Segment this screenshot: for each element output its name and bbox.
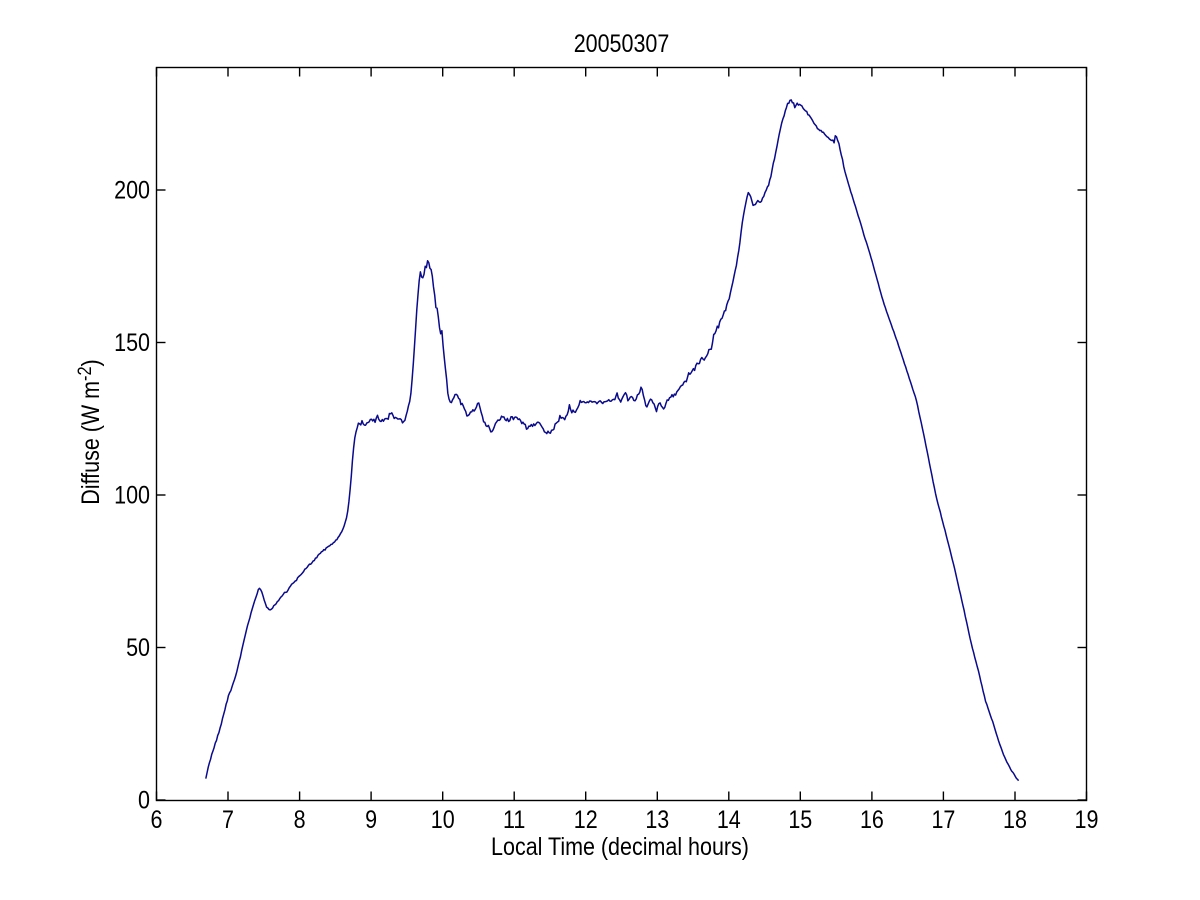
svg-text:Diffuse (W m-2): Diffuse (W m-2) — [74, 359, 105, 504]
svg-text:17: 17 — [931, 805, 955, 833]
svg-text:200: 200 — [114, 176, 150, 204]
svg-text:18: 18 — [1003, 805, 1027, 833]
svg-text:150: 150 — [114, 329, 150, 357]
svg-text:12: 12 — [574, 805, 598, 833]
svg-text:Local Time (decimal hours): Local Time (decimal hours) — [491, 832, 749, 860]
svg-text:50: 50 — [126, 634, 150, 662]
svg-text:13: 13 — [645, 805, 669, 833]
svg-text:11: 11 — [503, 805, 525, 833]
svg-text:8: 8 — [294, 805, 306, 833]
svg-text:100: 100 — [114, 481, 150, 509]
svg-text:7: 7 — [222, 805, 234, 833]
svg-text:6: 6 — [151, 805, 163, 833]
svg-text:10: 10 — [431, 805, 455, 833]
svg-text:14: 14 — [717, 805, 741, 833]
svg-text:19: 19 — [1075, 805, 1099, 833]
svg-text:15: 15 — [788, 805, 812, 833]
svg-text:9: 9 — [365, 805, 377, 833]
svg-text:20050307: 20050307 — [574, 29, 670, 57]
svg-text:0: 0 — [138, 786, 150, 814]
svg-text:16: 16 — [860, 805, 884, 833]
